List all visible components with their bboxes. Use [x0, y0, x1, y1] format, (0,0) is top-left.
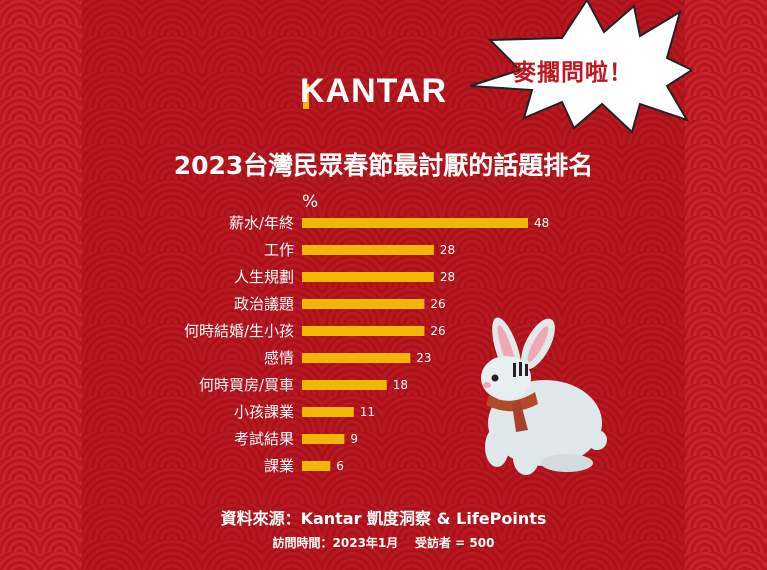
- value-label: 28: [440, 270, 455, 284]
- value-label: 26: [430, 297, 445, 311]
- category-label: 何時結婚/生小孩: [184, 322, 294, 340]
- bar: [302, 326, 425, 336]
- value-label: 11: [360, 405, 375, 419]
- value-label: 23: [416, 351, 431, 365]
- category-label: 人生規劃: [234, 268, 294, 286]
- unit-label: %: [302, 192, 319, 212]
- source-note: 資料來源：Kantar 凱度洞察 & LifePoints: [220, 509, 547, 528]
- category-label: 薪水/年終: [229, 214, 294, 232]
- rabbit-illustration: [481, 317, 607, 475]
- category-label: 考試結果: [234, 430, 294, 448]
- bar: [302, 407, 354, 417]
- bar: [302, 353, 411, 363]
- bar: [302, 299, 425, 309]
- chart-title: 2023台灣民眾春節最討厭的話題排名: [173, 151, 594, 180]
- left-wave-pattern: [0, 0, 82, 570]
- bar: [302, 245, 434, 255]
- category-label: 感情: [264, 349, 294, 367]
- bar: [302, 218, 528, 228]
- center-panel: [82, 0, 685, 570]
- category-label: 政治議題: [234, 295, 294, 313]
- value-label: 28: [440, 243, 455, 257]
- right-wave-pattern: [685, 0, 767, 570]
- bar: [302, 461, 331, 471]
- bar: [302, 434, 345, 444]
- value-label: 6: [336, 459, 344, 473]
- value-label: 48: [534, 216, 549, 230]
- value-label: 18: [393, 378, 408, 392]
- speech-burst: [469, 0, 692, 134]
- category-label: 小孩課業: [234, 403, 294, 421]
- value-label: 9: [350, 432, 358, 446]
- bar: [302, 380, 387, 390]
- value-label: 26: [430, 324, 445, 338]
- bar: [302, 272, 434, 282]
- category-label: 何時買房/買車: [199, 376, 294, 394]
- category-label: 課業: [264, 457, 294, 475]
- survey-meta: 訪問時間：2023年1月 受訪者 = 500: [272, 536, 495, 550]
- burst-text: 麥擱問啦！: [513, 60, 633, 86]
- kantar-logo: KANTAR: [300, 72, 448, 110]
- logo-accent: [303, 84, 309, 109]
- category-label: 工作: [264, 241, 294, 259]
